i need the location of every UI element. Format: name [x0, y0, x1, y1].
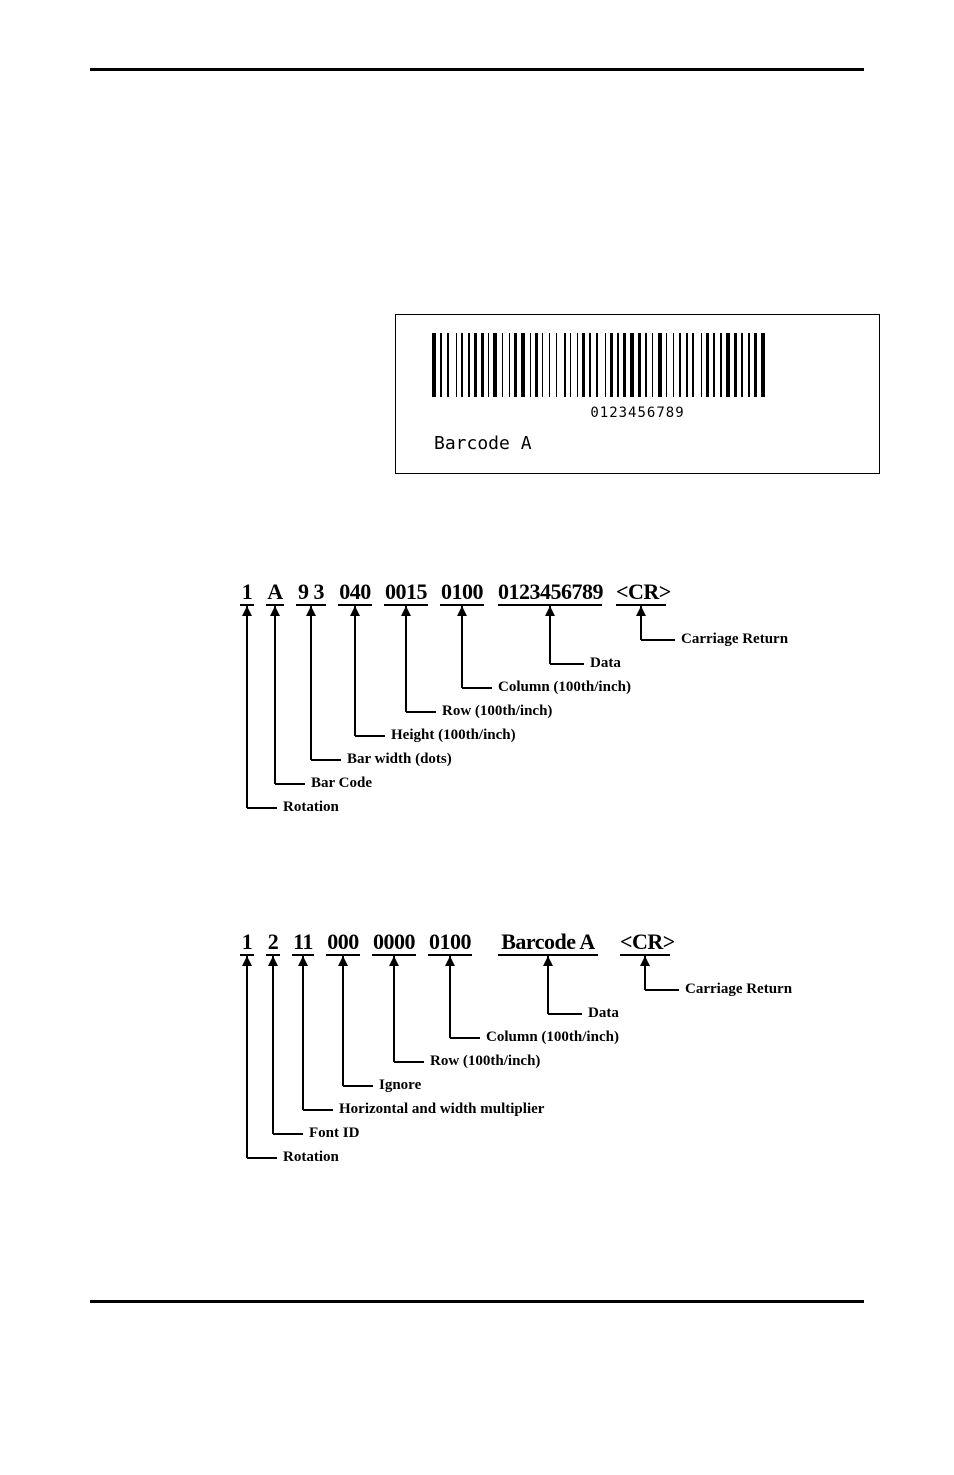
annotation-height: Height (100th/inch): [391, 727, 516, 744]
field-fontid: 2: [266, 930, 280, 956]
annotation-barcode: Bar Code: [311, 775, 372, 792]
barcode-digits: 0123456789: [396, 405, 879, 421]
field-height: 040: [338, 580, 372, 606]
field-column: 0100: [440, 580, 484, 606]
field-column: 0100: [428, 930, 472, 956]
field-data: Barcode A: [498, 930, 598, 956]
field-row: 0015: [384, 580, 428, 606]
annotation-mult: Horizontal and width multiplier: [339, 1101, 544, 1118]
field-data: 0123456789: [498, 580, 602, 606]
annotation-ignore: Ignore: [379, 1077, 421, 1094]
field-barwidth: 9 3: [296, 580, 326, 606]
diagram-connectors: [0, 930, 954, 1210]
field-ignore: 000: [326, 930, 360, 956]
barcode-title: Barcode A: [434, 433, 532, 454]
top-rule: [90, 68, 864, 71]
annotation-rotation: Rotation: [283, 799, 339, 816]
barcode-preview-box: 0123456789 Barcode A: [395, 314, 880, 474]
annotation-cr: Carriage Return: [685, 981, 792, 998]
annotation-row: Row (100th/inch): [430, 1053, 540, 1070]
field-cr: <CR>: [616, 580, 666, 606]
field-mult: 11: [292, 930, 314, 956]
bottom-rule: [90, 1300, 864, 1303]
annotation-rotation: Rotation: [283, 1149, 339, 1166]
annotation-column: Column (100th/inch): [486, 1029, 619, 1046]
barcode-bars: [432, 333, 869, 397]
annotation-fontid: Font ID: [309, 1125, 359, 1142]
annotation-row: Row (100th/inch): [442, 703, 552, 720]
syntax-diagram-text: 121100000000100Barcode A<CR>Carriage Ret…: [0, 930, 954, 1210]
annotation-data: Data: [590, 655, 621, 672]
field-barcode: A: [266, 580, 284, 606]
annotation-data: Data: [588, 1005, 619, 1022]
field-rotation: 1: [240, 580, 254, 606]
field-rotation: 1: [240, 930, 254, 956]
annotation-barwidth: Bar width (dots): [347, 751, 452, 768]
annotation-cr: Carriage Return: [681, 631, 788, 648]
page: 0123456789 Barcode A 1A9 304000150100012…: [0, 0, 954, 1475]
field-cr: <CR>: [620, 930, 670, 956]
syntax-diagram-barcode: 1A 9 3 040 0015 0100 0123456789 <CR> Carriage R…: [0, 580, 954, 840]
annotation-column: Column (100th/inch): [498, 679, 631, 696]
field-row: 0000: [372, 930, 416, 956]
